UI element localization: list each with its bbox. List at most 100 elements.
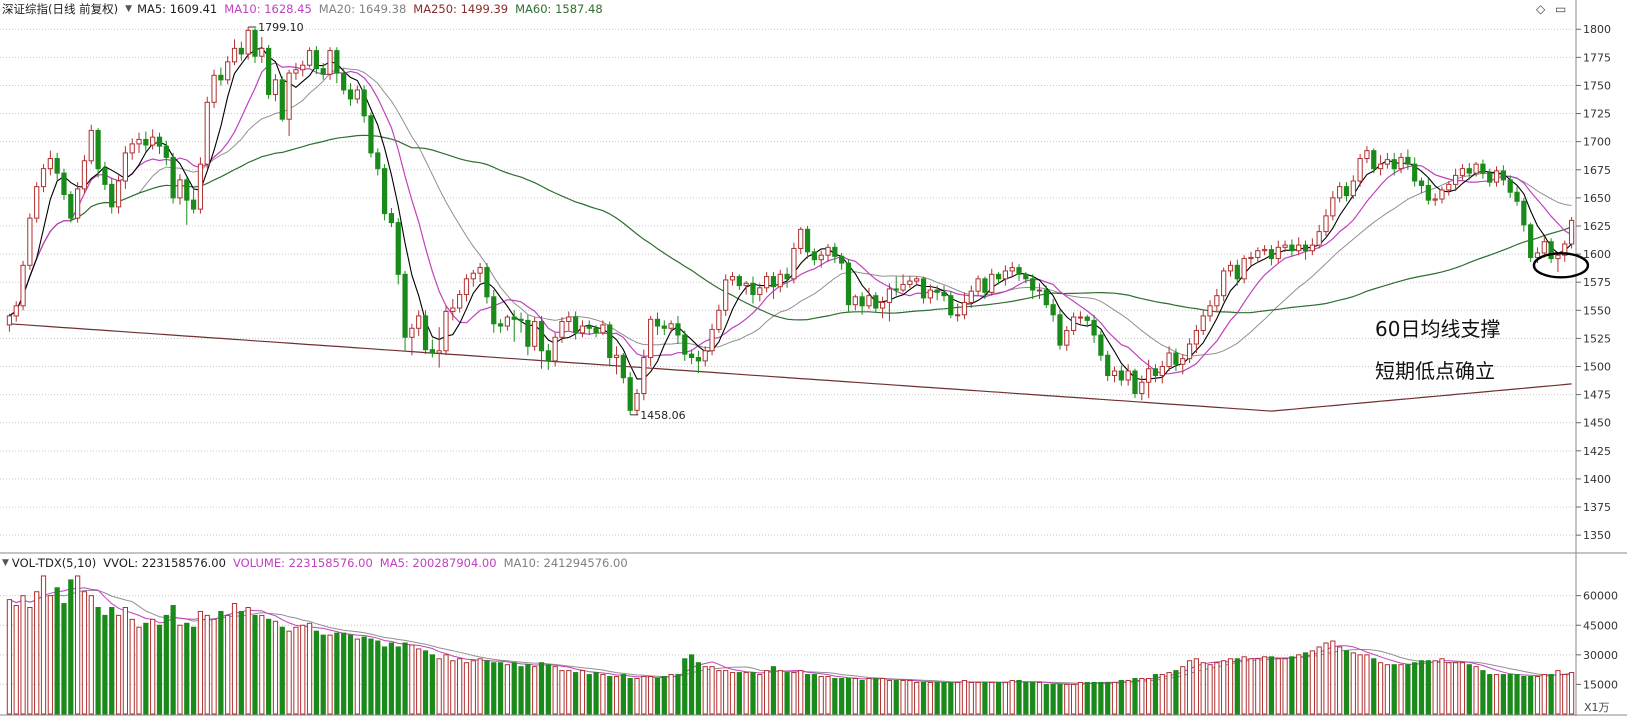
candle-down bbox=[375, 148, 381, 176]
volume-bar-down bbox=[1057, 683, 1063, 715]
volume-bar-down bbox=[1118, 679, 1124, 715]
volume-bar-up bbox=[1432, 660, 1438, 715]
candle-body bbox=[347, 89, 354, 100]
candle-up bbox=[777, 269, 783, 293]
candle-down bbox=[982, 276, 988, 300]
candle-body bbox=[688, 353, 695, 359]
candle-down bbox=[1521, 197, 1527, 232]
collapse-triangle-icon[interactable]: ▼ bbox=[2, 558, 9, 568]
candle-body bbox=[1466, 168, 1472, 174]
candle-up bbox=[211, 69, 217, 108]
candle-down bbox=[750, 276, 756, 304]
diamond-icon[interactable]: ◇ bbox=[1536, 2, 1546, 16]
candle-down bbox=[381, 164, 388, 221]
candle-body bbox=[1459, 168, 1466, 176]
candle-body bbox=[375, 152, 381, 170]
volume-ma10-legend: MA10: 241294576.00 bbox=[503, 556, 628, 570]
candle-body bbox=[300, 64, 306, 71]
volume-bar-up bbox=[286, 630, 292, 715]
candle-body bbox=[525, 319, 531, 347]
volume-bar-down bbox=[1487, 674, 1493, 715]
volume-bar-up bbox=[961, 679, 968, 715]
volume-bar-up bbox=[723, 670, 729, 715]
candle-body bbox=[1234, 264, 1240, 280]
candle-down bbox=[804, 225, 811, 259]
candle-down bbox=[586, 320, 592, 336]
candle-body bbox=[1002, 270, 1008, 280]
candle-body bbox=[818, 254, 824, 261]
candle-up bbox=[723, 274, 729, 316]
candle-body bbox=[1316, 231, 1322, 246]
candle-body bbox=[1302, 244, 1309, 252]
candle-down bbox=[811, 248, 817, 266]
candle-body bbox=[1146, 368, 1152, 383]
candle-body bbox=[1248, 256, 1254, 260]
candle-down bbox=[873, 292, 879, 313]
volume-bar-down bbox=[279, 626, 285, 715]
candle-up bbox=[791, 242, 797, 284]
ma250-legend: MA250: 1499.39 bbox=[413, 2, 509, 16]
candle-body bbox=[552, 336, 558, 362]
ma20-legend: MA20: 1649.38 bbox=[318, 2, 407, 16]
price-tick-label: 1625 bbox=[1583, 220, 1611, 233]
candle-body bbox=[402, 273, 408, 338]
candle-body bbox=[129, 143, 135, 154]
candle-up bbox=[443, 305, 449, 356]
candle-body bbox=[1343, 186, 1350, 197]
candle-body bbox=[975, 278, 981, 292]
volume-bar-up bbox=[1275, 658, 1281, 715]
volume-bar-down bbox=[1084, 681, 1090, 715]
volume-bar-up bbox=[914, 681, 920, 715]
candle-body bbox=[1139, 381, 1145, 394]
volume-bar-up bbox=[231, 603, 238, 715]
candle-up bbox=[1309, 238, 1315, 256]
collapse-triangle-icon[interactable]: ▼ bbox=[125, 4, 133, 14]
candle-body bbox=[1275, 246, 1281, 260]
volume-bar-up bbox=[1439, 658, 1445, 715]
candle-down bbox=[361, 85, 367, 123]
candle-body bbox=[1261, 249, 1268, 252]
candle-down bbox=[491, 290, 497, 333]
candle-up bbox=[231, 39, 238, 66]
candle-body bbox=[1323, 215, 1329, 233]
candle-down bbox=[1105, 350, 1111, 382]
candle-body bbox=[1412, 163, 1418, 182]
volume-bar-up bbox=[955, 681, 961, 715]
candle-down bbox=[948, 291, 954, 319]
volume-bar-up bbox=[27, 607, 33, 715]
candle-up bbox=[1337, 182, 1343, 203]
candle-body bbox=[1023, 273, 1029, 280]
volume-bar-down bbox=[934, 681, 940, 715]
candle-body bbox=[1398, 156, 1404, 170]
volume-bar-down bbox=[102, 614, 108, 715]
volume-bars bbox=[6, 575, 1575, 715]
candle-up bbox=[450, 299, 456, 321]
volume-bar-up bbox=[6, 599, 13, 715]
volume-bar-up bbox=[975, 681, 981, 715]
minimize-icon[interactable]: ▭ bbox=[1555, 2, 1567, 16]
volume-bar-up bbox=[470, 660, 476, 715]
volume-bar-up bbox=[1282, 658, 1288, 715]
volume-bar-down bbox=[361, 636, 367, 715]
volume-bar-down bbox=[368, 638, 374, 715]
candle-body bbox=[620, 354, 626, 379]
candle-up bbox=[409, 323, 415, 356]
candle-body bbox=[736, 276, 742, 287]
price-tick-label: 1675 bbox=[1583, 164, 1611, 177]
candle-down bbox=[1548, 238, 1554, 264]
candle-up bbox=[272, 74, 279, 102]
volume-bar-down bbox=[313, 630, 320, 715]
volume-bar-down bbox=[1105, 681, 1111, 715]
candle-body bbox=[682, 334, 688, 355]
candle-body bbox=[177, 179, 183, 199]
low-price-label: 1458.06 bbox=[640, 409, 686, 422]
volume-bar-down bbox=[218, 610, 224, 715]
volume-bar-down bbox=[95, 607, 101, 715]
candle-down bbox=[347, 83, 354, 106]
candle-up bbox=[81, 155, 88, 194]
candle-body bbox=[716, 309, 722, 330]
candle-down bbox=[1391, 152, 1397, 176]
ma20-line bbox=[9, 67, 1572, 357]
volume-bar-down bbox=[491, 662, 497, 715]
candle-down bbox=[1234, 259, 1240, 286]
